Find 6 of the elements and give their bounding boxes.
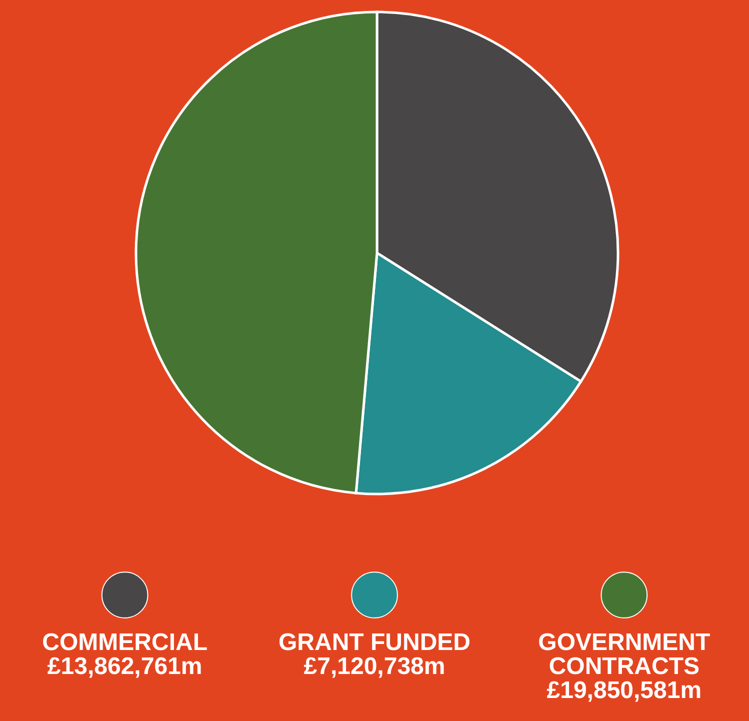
data-label: £19,850,581m <box>546 677 702 704</box>
legend-label: GRANT FUNDED <box>278 629 470 656</box>
legend-label: COMMERCIAL <box>42 629 208 656</box>
data-label: £13,862,761m <box>47 653 202 680</box>
data-label: £7,120,738m <box>304 653 446 680</box>
legend-label: GOVERNMENT CONTRACTS <box>538 629 711 680</box>
